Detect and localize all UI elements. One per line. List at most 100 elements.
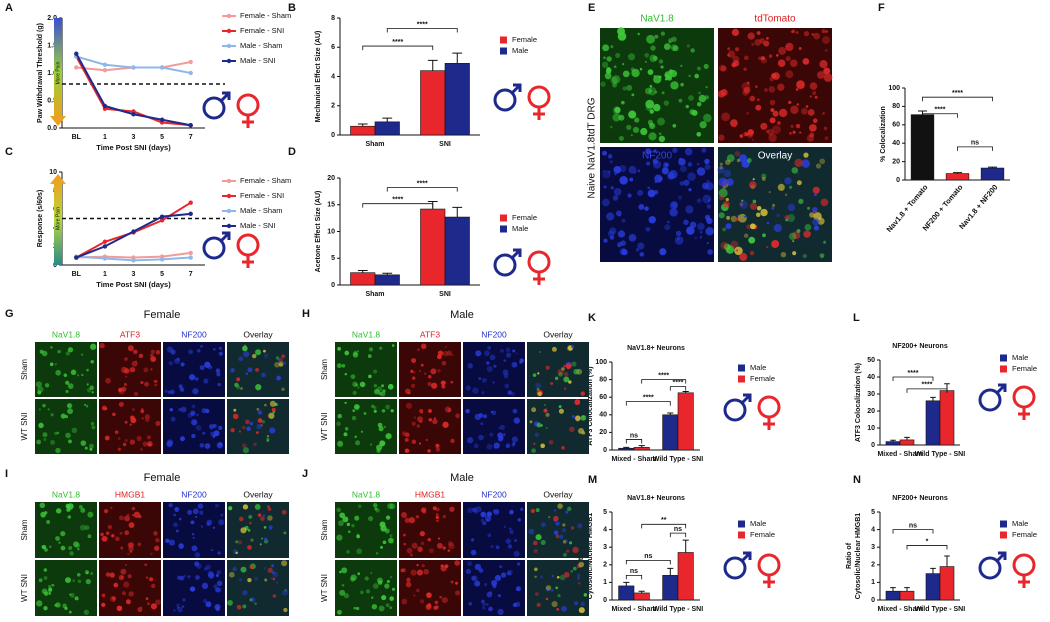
error-bar	[944, 555, 950, 567]
cell-texture	[648, 87, 657, 96]
cell-texture	[272, 411, 275, 414]
cell-texture	[405, 581, 412, 588]
cell-texture	[420, 363, 424, 367]
cell-texture	[649, 89, 652, 92]
cell-texture	[66, 507, 71, 512]
cell-texture	[144, 414, 150, 420]
cell-texture	[111, 596, 116, 601]
series-line	[75, 212, 191, 259]
cell-texture	[242, 589, 248, 596]
panel-title: Male	[450, 472, 474, 484]
cell-texture	[480, 518, 485, 523]
cell-texture	[720, 241, 729, 250]
cell-texture	[380, 545, 384, 549]
cell-texture	[111, 533, 115, 538]
cell-texture	[815, 163, 822, 169]
cell-texture	[151, 583, 156, 589]
cell-texture	[571, 415, 576, 419]
cell-texture	[275, 581, 279, 584]
bar	[618, 585, 635, 601]
cell-texture	[777, 59, 786, 68]
cell-texture	[819, 158, 826, 165]
cell-texture	[823, 240, 827, 244]
cell-texture	[389, 503, 396, 510]
cell-texture	[569, 426, 575, 433]
y-tick-label: 0	[896, 177, 900, 184]
cell-texture	[615, 210, 622, 217]
legend-label: Female	[1012, 364, 1037, 373]
female-symbol	[527, 85, 551, 109]
cell-texture	[236, 377, 241, 382]
cell-texture	[109, 572, 115, 578]
legend-marker	[226, 43, 232, 49]
cell-texture	[357, 350, 360, 353]
cell-texture	[771, 239, 780, 248]
cell-texture	[622, 86, 627, 91]
cell-texture	[603, 185, 607, 189]
cell-texture	[442, 546, 446, 550]
cell-texture	[505, 538, 512, 544]
cell-texture	[346, 550, 350, 554]
cell-texture	[220, 513, 224, 517]
cell-texture	[378, 426, 384, 432]
cell-texture	[703, 63, 709, 69]
cell-texture	[825, 30, 829, 33]
cell-texture	[83, 609, 90, 615]
cell-texture	[353, 404, 360, 410]
cell-texture	[242, 425, 246, 430]
cell-texture	[247, 367, 253, 373]
cell-texture	[401, 431, 407, 437]
cell-texture	[755, 85, 758, 88]
cell-texture	[339, 570, 342, 574]
significance-bracket	[641, 379, 687, 384]
cell-texture	[455, 413, 460, 419]
cell-texture	[194, 561, 200, 567]
cell-texture	[537, 372, 540, 375]
legend-swatch	[738, 364, 745, 372]
cell-texture	[65, 351, 70, 356]
cell-texture	[269, 400, 276, 407]
cell-texture	[628, 110, 637, 119]
chart-title: NF200+ Neurons	[892, 495, 948, 502]
cell-texture	[812, 118, 818, 124]
cell-texture	[43, 591, 49, 596]
cell-texture	[266, 435, 270, 438]
y-tick-label: 60	[892, 122, 900, 129]
cell-texture	[649, 123, 656, 130]
cell-texture	[790, 124, 794, 129]
cell-texture	[190, 410, 196, 416]
error-bar	[638, 445, 645, 448]
cell-texture	[278, 357, 284, 363]
error-bar	[930, 567, 936, 574]
cell-texture	[124, 383, 127, 386]
cell-texture	[123, 581, 130, 588]
cell-texture	[649, 122, 655, 128]
cell-texture	[344, 427, 349, 431]
cell-texture	[127, 542, 134, 549]
cell-texture	[128, 522, 135, 529]
x-tick-label: Mixed - Sham	[611, 456, 656, 463]
y-tick-label: 5	[331, 255, 335, 262]
y-tick-label: 0	[603, 597, 607, 604]
y-tick-label: 1	[603, 579, 607, 586]
cell-texture	[617, 27, 625, 36]
female-symbol-cross	[533, 107, 545, 120]
cell-texture	[550, 382, 554, 385]
legend-swatch	[500, 47, 507, 55]
cell-texture	[135, 360, 138, 363]
cell-texture	[694, 73, 700, 79]
cell-texture	[150, 353, 154, 358]
side-label: Naive NaV1.8tdT DRG	[587, 97, 598, 198]
cell-texture	[169, 407, 174, 412]
cell-texture	[490, 411, 493, 414]
cell-texture	[580, 391, 586, 396]
cell-texture	[143, 367, 149, 373]
cell-texture	[354, 435, 357, 438]
cell-texture	[41, 545, 44, 548]
cell-texture	[389, 606, 393, 610]
female-symbol	[236, 233, 260, 257]
cell-texture	[696, 167, 706, 176]
cell-texture	[181, 605, 185, 608]
cell-texture	[200, 345, 203, 348]
micrograph	[600, 28, 714, 143]
